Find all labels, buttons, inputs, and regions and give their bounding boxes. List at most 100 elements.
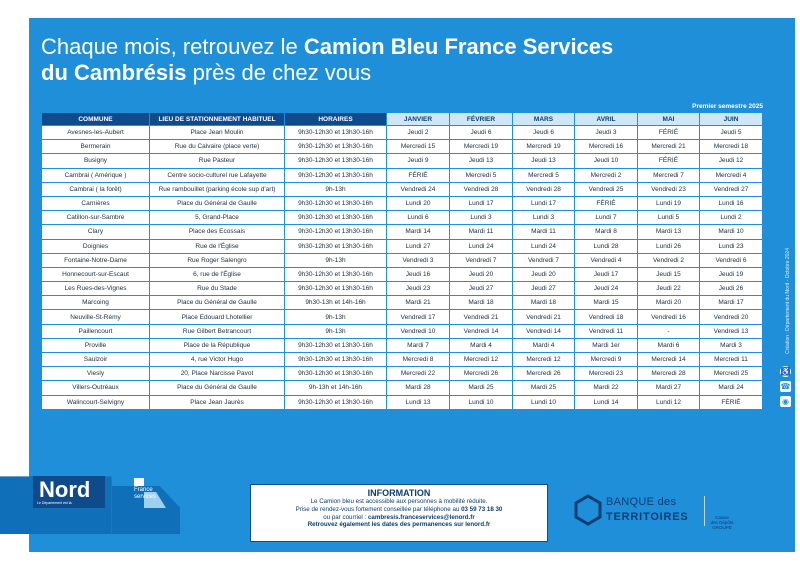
wheelchair-icon: ♿: [780, 366, 791, 377]
cell-horaires: 9h30-12h30 et 13h30-16h: [284, 224, 387, 240]
cell-fevrier: Vendredi 14: [449, 323, 513, 339]
cell-fevrier: Jeudi 20: [449, 266, 513, 283]
caisse-des-depots-logo: Caisse des Dépôts GROUPE: [704, 496, 739, 530]
cell-mai: Lundi 5: [637, 210, 700, 226]
cell-horaires: 9h30-12h30 et 13h30-16h: [284, 238, 387, 254]
cell-avril: Mardi 15: [574, 295, 638, 311]
table-row: Catillon-sur-Sambre 5, Grand-Place 9h30-12…: [41, 210, 763, 226]
cell-mars: Lundi 10: [512, 394, 575, 410]
cell-mai: Vendredi 2: [637, 252, 700, 268]
cell-avril: Vendredi 18: [574, 309, 638, 325]
cell-janvier: Vendredi 10: [386, 323, 450, 339]
cell-avril: Mardi 8: [574, 224, 638, 240]
cell-mai: Mercredi 21: [637, 139, 700, 155]
cell-commune: Honnecourt-sur-Escaut: [41, 266, 150, 283]
cell-janvier: Mardi 14: [386, 224, 450, 240]
cell-juin: Vendredi 6: [699, 252, 763, 268]
cell-lieu: Place Jean Jaurès: [149, 394, 285, 410]
cell-mars: Mardi 25: [512, 380, 575, 396]
cell-mars: Jeudi 13: [512, 153, 575, 169]
cell-mars: Mercredi 5: [512, 167, 575, 183]
header-mai: MAI: [637, 112, 700, 126]
headline-camion-bleu: Camion Bleu France Services: [303, 34, 614, 59]
cell-mars: Mercredi 12: [512, 351, 575, 368]
cell-horaires: 9h30-12h30 et 13h30-16h: [284, 281, 387, 297]
cell-janvier: Jeudi 2: [386, 124, 450, 141]
header-lieu: LIEU DE STATIONNEMENT HABITUEL: [149, 112, 285, 126]
cell-fevrier: Lundi 17: [449, 195, 513, 212]
cell-avril: FÉRIÉ: [574, 195, 638, 212]
cell-commune: Marcoing: [41, 295, 150, 311]
cell-mars: Lundi 24: [512, 238, 575, 254]
information-accessibility: Le Camion bleu est accessible aux person…: [310, 498, 488, 505]
cell-juin: Mercredi 18: [699, 139, 763, 155]
information-website[interactable]: Retrouvez également les dates des perman…: [307, 521, 491, 529]
cell-commune: Fontaine-Notre-Dame: [41, 252, 150, 268]
nord-logo-tagline: Le Département est là.: [37, 501, 73, 505]
information-email[interactable]: cambresis.franceservices@lenord.fr: [367, 513, 475, 521]
cell-juin: Lundi 16: [699, 195, 763, 212]
cell-horaires: 9h30-13h et 14h-16h: [284, 295, 387, 311]
cell-horaires: 9h30-12h30 et 13h30-16h: [284, 351, 387, 368]
table-row: Busigny Rue Pasteur 9h30-12h30 et 13h30-16…: [41, 153, 763, 169]
table-row: Neuville-St-Rémy Place Edouard Lhotellier…: [41, 309, 763, 325]
cell-fevrier: Jeudi 6: [449, 124, 513, 141]
cell-mars: Lundi 17: [512, 195, 575, 212]
semester-label: Premier semestre 2025: [692, 103, 763, 110]
headline-cambresis: du Cambrésis: [41, 60, 187, 85]
information-email-prefix: ou par courriel :: [323, 513, 368, 521]
table-header-row: COMMUNE LIEU DE STATIONNEMENT HABITUEL H…: [41, 112, 763, 126]
table-row: Walincourt-Selvigny Place Jean Jaurès 9h30…: [41, 394, 763, 410]
cell-commune: Viesly: [41, 366, 150, 382]
cell-mars: Jeudi 20: [512, 266, 575, 283]
cell-mars: Mercredi 19: [512, 139, 575, 155]
cell-lieu: Centre socio-culturel rue Lafayette: [149, 167, 285, 183]
cell-fevrier: Lundi 24: [449, 238, 513, 254]
table-row: Doignies Rue de l'Église 9h30-12h30 et 13h…: [41, 238, 763, 254]
cell-juin: Vendredi 20: [699, 309, 763, 325]
cell-commune: Bermerain: [41, 139, 150, 155]
cell-horaires: 9h-13h et 14h-16h: [284, 380, 387, 396]
cell-janvier: Mercredi 8: [386, 351, 450, 368]
cdc-line-3: GROUPE: [712, 525, 732, 530]
table-row: Cambrai ( la forêt) Rue rambouillet (park…: [41, 181, 763, 197]
cell-mai: Mardi 6: [637, 337, 700, 354]
cell-juin: Mardi 10: [699, 224, 763, 240]
cell-juin: FÉRIÉ: [699, 394, 763, 410]
cell-juin: Mercredi 25: [699, 366, 763, 382]
france-services-line-2: services: [134, 494, 157, 500]
cell-lieu: Rue du Stade: [149, 281, 285, 297]
cell-mai: Lundi 26: [637, 238, 700, 254]
headline: Chaque mois, retrouvez le Camion Bleu Fr…: [41, 34, 741, 86]
cell-horaires: 9h30-12h30 et 13h30-16h: [284, 337, 387, 354]
cdc-line-2: des Dépôts: [710, 520, 734, 525]
cell-fevrier: Jeudi 13: [449, 153, 513, 169]
cell-horaires: 9h30-12h30 et 13h30-16h: [284, 394, 387, 410]
hearing-icon: ◉: [780, 396, 791, 407]
cell-fevrier: Mardi 11: [449, 224, 513, 240]
banque-des-territoires-logo: BANQUE des TERRITOIRES: [574, 490, 704, 530]
cell-mars: Vendredi 28: [512, 181, 575, 197]
cell-lieu: Place du Général de Gaulle: [149, 380, 285, 396]
information-phone-line: Prise de rendez-vous fortement conseillé…: [251, 506, 547, 514]
cell-janvier: Lundi 27: [386, 238, 450, 254]
cell-mai: Mercredi 7: [637, 167, 700, 183]
cell-mars: Vendredi 21: [512, 309, 575, 325]
information-phone-number[interactable]: 03 59 73 18 30: [461, 505, 503, 513]
table-row: Marcoing Place du Général de Gaulle 9h30-1…: [41, 295, 763, 311]
cell-janvier: Mardi 7: [386, 337, 450, 354]
cell-avril: Jeudi 24: [574, 281, 638, 297]
cell-janvier: Mercredi 22: [386, 366, 450, 382]
cell-mars: Vendredi 7: [512, 252, 575, 268]
cell-mai: -: [637, 323, 700, 339]
cdc-line-1: Caisse: [715, 515, 729, 520]
cell-juin: Lundi 23: [699, 238, 763, 254]
headline-intro: Chaque mois, retrouvez le: [41, 34, 304, 59]
cell-lieu: Place Jean Moulin: [149, 124, 285, 141]
header-fevrier: FÉVRIER: [449, 112, 513, 126]
headline-line-1: Chaque mois, retrouvez le Camion Bleu Fr…: [41, 34, 741, 60]
cell-juin: Mercredi 11: [699, 351, 763, 368]
header-janvier: JANVIER: [386, 112, 450, 126]
cell-commune: Avesnes-les-Aubert: [41, 124, 150, 141]
cell-commune: Les Rues-des-Vignes: [41, 281, 150, 297]
